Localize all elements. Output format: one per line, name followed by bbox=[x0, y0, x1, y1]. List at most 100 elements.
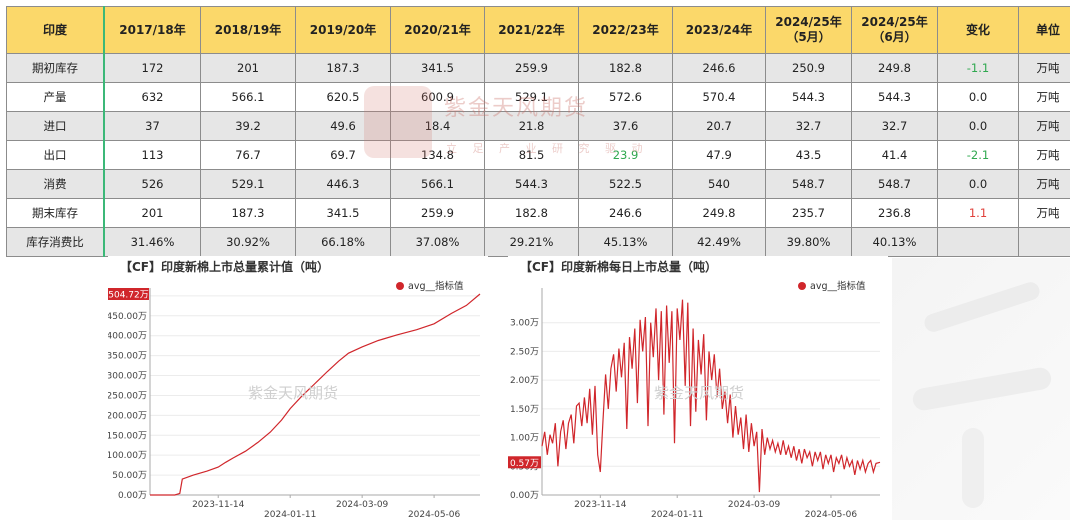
data-point[interactable] bbox=[806, 456, 809, 459]
data-point[interactable] bbox=[737, 433, 740, 436]
data-point[interactable] bbox=[628, 336, 631, 339]
data-point[interactable] bbox=[697, 338, 700, 341]
data-point[interactable] bbox=[567, 422, 570, 425]
data-point[interactable] bbox=[665, 304, 668, 307]
data-point[interactable] bbox=[832, 470, 835, 473]
data-point[interactable] bbox=[816, 459, 819, 462]
data-point[interactable] bbox=[178, 492, 181, 495]
data-point[interactable] bbox=[615, 390, 618, 393]
data-point[interactable] bbox=[646, 425, 649, 428]
data-point[interactable] bbox=[377, 339, 380, 342]
data-point[interactable] bbox=[861, 459, 864, 462]
data-point[interactable] bbox=[692, 327, 695, 330]
data-point[interactable] bbox=[596, 453, 599, 456]
data-point[interactable] bbox=[867, 462, 870, 465]
data-point[interactable] bbox=[811, 465, 814, 468]
data-point[interactable] bbox=[633, 327, 636, 330]
data-point[interactable] bbox=[644, 315, 647, 318]
data-point[interactable] bbox=[869, 459, 872, 462]
data-point[interactable] bbox=[583, 396, 586, 399]
data-point[interactable] bbox=[835, 456, 838, 459]
data-point[interactable] bbox=[758, 491, 761, 494]
data-point[interactable] bbox=[649, 321, 652, 324]
data-point[interactable] bbox=[660, 310, 663, 313]
data-point[interactable] bbox=[347, 352, 350, 355]
data-point[interactable] bbox=[654, 307, 657, 310]
data-point[interactable] bbox=[814, 450, 817, 453]
data-point[interactable] bbox=[713, 353, 716, 356]
data-point[interactable] bbox=[575, 404, 578, 407]
data-point[interactable] bbox=[753, 445, 756, 448]
data-point[interactable] bbox=[734, 404, 737, 407]
data-point[interactable] bbox=[856, 459, 859, 462]
data-point[interactable] bbox=[232, 456, 235, 459]
data-point[interactable] bbox=[395, 333, 398, 336]
chart-legend[interactable]: avg__指标值 bbox=[396, 278, 463, 292]
cumulative-chart-svg[interactable]: 0.00万 50.00万 100.00万 150.00万 200.00万 250.00万 3… bbox=[108, 256, 488, 518]
data-point[interactable] bbox=[808, 450, 811, 453]
data-point[interactable] bbox=[750, 422, 753, 425]
data-point[interactable] bbox=[280, 419, 283, 422]
data-point[interactable] bbox=[604, 373, 607, 376]
series-line[interactable] bbox=[150, 293, 481, 496]
data-point[interactable] bbox=[705, 419, 708, 422]
data-point[interactable] bbox=[787, 445, 790, 448]
data-point[interactable] bbox=[548, 433, 551, 436]
data-point[interactable] bbox=[224, 461, 227, 464]
data-point[interactable] bbox=[556, 465, 559, 468]
data-point[interactable] bbox=[586, 422, 589, 425]
data-point[interactable] bbox=[702, 333, 705, 336]
data-point[interactable] bbox=[572, 442, 575, 445]
data-point[interactable] bbox=[853, 473, 856, 476]
data-point[interactable] bbox=[742, 448, 745, 451]
data-point[interactable] bbox=[562, 419, 565, 422]
chart-legend[interactable]: avg__指标值 bbox=[798, 278, 865, 292]
data-point[interactable] bbox=[747, 450, 750, 453]
data-point[interactable] bbox=[570, 413, 573, 416]
data-point[interactable] bbox=[670, 310, 673, 313]
series-line[interactable] bbox=[541, 299, 881, 493]
data-point[interactable] bbox=[599, 470, 602, 473]
data-point[interactable] bbox=[662, 413, 665, 416]
data-point[interactable] bbox=[551, 442, 554, 445]
data-point[interactable] bbox=[609, 367, 612, 370]
data-point[interactable] bbox=[731, 436, 734, 439]
data-point[interactable] bbox=[269, 431, 272, 434]
data-point[interactable] bbox=[878, 461, 881, 464]
data-point[interactable] bbox=[478, 292, 481, 295]
data-point[interactable] bbox=[718, 367, 721, 370]
data-point[interactable] bbox=[774, 450, 777, 453]
data-point[interactable] bbox=[790, 456, 793, 459]
data-point[interactable] bbox=[859, 468, 862, 471]
data-point[interactable] bbox=[824, 453, 827, 456]
data-point[interactable] bbox=[593, 384, 596, 387]
data-point[interactable] bbox=[766, 436, 769, 439]
data-point[interactable] bbox=[543, 430, 546, 433]
data-point[interactable] bbox=[326, 370, 329, 373]
data-point[interactable] bbox=[821, 468, 824, 471]
data-point[interactable] bbox=[678, 338, 681, 341]
data-point[interactable] bbox=[546, 453, 549, 456]
data-point[interactable] bbox=[795, 459, 798, 462]
data-point[interactable] bbox=[874, 462, 877, 465]
data-point[interactable] bbox=[845, 456, 848, 459]
data-point[interactable] bbox=[559, 430, 562, 433]
data-point[interactable] bbox=[851, 459, 854, 462]
data-point[interactable] bbox=[686, 301, 689, 304]
data-point[interactable] bbox=[465, 304, 468, 307]
data-point[interactable] bbox=[617, 347, 620, 350]
data-point[interactable] bbox=[840, 453, 843, 456]
data-point[interactable] bbox=[721, 407, 724, 410]
data-point[interactable] bbox=[829, 453, 832, 456]
data-point[interactable] bbox=[779, 453, 782, 456]
data-point[interactable] bbox=[707, 350, 710, 353]
data-point[interactable] bbox=[415, 328, 418, 331]
data-point[interactable] bbox=[760, 427, 763, 430]
data-point[interactable] bbox=[872, 470, 875, 473]
daily-chart-svg[interactable]: 0.00万0.50万1.00万1.50万2.00万2.50万3.00万2023-… bbox=[508, 256, 888, 518]
data-point[interactable] bbox=[244, 450, 247, 453]
data-point[interactable] bbox=[837, 462, 840, 465]
data-point[interactable] bbox=[819, 450, 822, 453]
data-point[interactable] bbox=[192, 474, 195, 477]
data-point[interactable] bbox=[361, 345, 364, 348]
